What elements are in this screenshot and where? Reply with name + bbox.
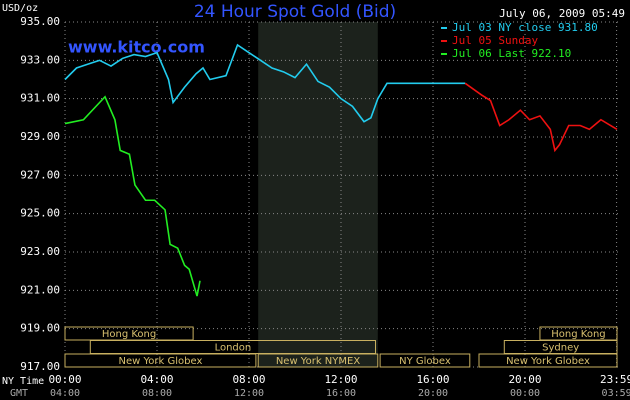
y-tick-label: 923.00 — [20, 245, 60, 258]
y-tick-label: 925.00 — [20, 207, 60, 220]
legend-label: Jul 05 Sunday — [452, 34, 538, 47]
legend-label: Jul 06 Last 922.10 — [452, 47, 571, 60]
x-tick-label: 16:00 — [416, 373, 449, 386]
x-tick-label: 12:00 — [324, 373, 357, 386]
session-label: Hong Kong — [551, 329, 605, 340]
x2-tick-label: 20:00 — [418, 388, 448, 399]
session-label: NY Globex — [399, 356, 451, 367]
chart-title: 24 Hour Spot Gold (Bid) — [194, 2, 396, 22]
y-tick-label: 917.00 — [20, 360, 60, 373]
session-label: Sydney — [542, 343, 579, 354]
session-box — [64, 353, 257, 368]
x-tick-label: 08:00 — [232, 373, 265, 386]
x2-tick-label: 00:00 — [510, 388, 540, 399]
session-box — [257, 353, 379, 368]
price-line — [464, 82, 618, 153]
session-highlight — [258, 22, 378, 367]
price-line — [64, 95, 201, 297]
x2-tick-label: 04:00 — [50, 388, 80, 399]
x-tick-label: 00:00 — [48, 373, 81, 386]
y-tick-label: 921.00 — [20, 283, 60, 296]
timestamp: July 06, 2009 05:49 — [499, 7, 625, 20]
y-tick-label: 919.00 — [20, 322, 60, 335]
session-label: New York NYMEX — [276, 356, 361, 367]
x-tick-label: 23:59 — [600, 373, 630, 386]
session-box — [379, 353, 471, 368]
x2-tick-label: 16:00 — [326, 388, 356, 399]
x-axis-label: NY Time — [2, 376, 44, 387]
x2-tick-label: 08:00 — [142, 388, 172, 399]
y-tick-label: 929.00 — [20, 130, 60, 143]
session-box — [478, 353, 618, 368]
session-label: Hong Kong — [102, 329, 156, 340]
x-tick-label: 20:00 — [508, 373, 541, 386]
y-tick-label: 933.00 — [20, 53, 60, 66]
x2-tick-label: 03:59 — [602, 388, 630, 399]
x2-axis-label: GMT — [10, 388, 28, 399]
watermark: www.kitco.com — [68, 38, 205, 57]
session-label: London — [215, 343, 252, 354]
y-tick-label: 931.00 — [20, 92, 60, 105]
x2-tick-label: 12:00 — [234, 388, 264, 399]
x-tick-label: 04:00 — [140, 373, 173, 386]
session-label: New York Globex — [506, 356, 590, 367]
legend-label: Jul 03 NY close 931.80 — [452, 21, 598, 34]
y-tick-label: 927.00 — [20, 168, 60, 181]
price-line — [64, 43, 466, 123]
y-axis-label: USD/oz — [2, 3, 38, 14]
session-label: New York Globex — [119, 356, 203, 367]
y-tick-label: 935.00 — [20, 15, 60, 28]
